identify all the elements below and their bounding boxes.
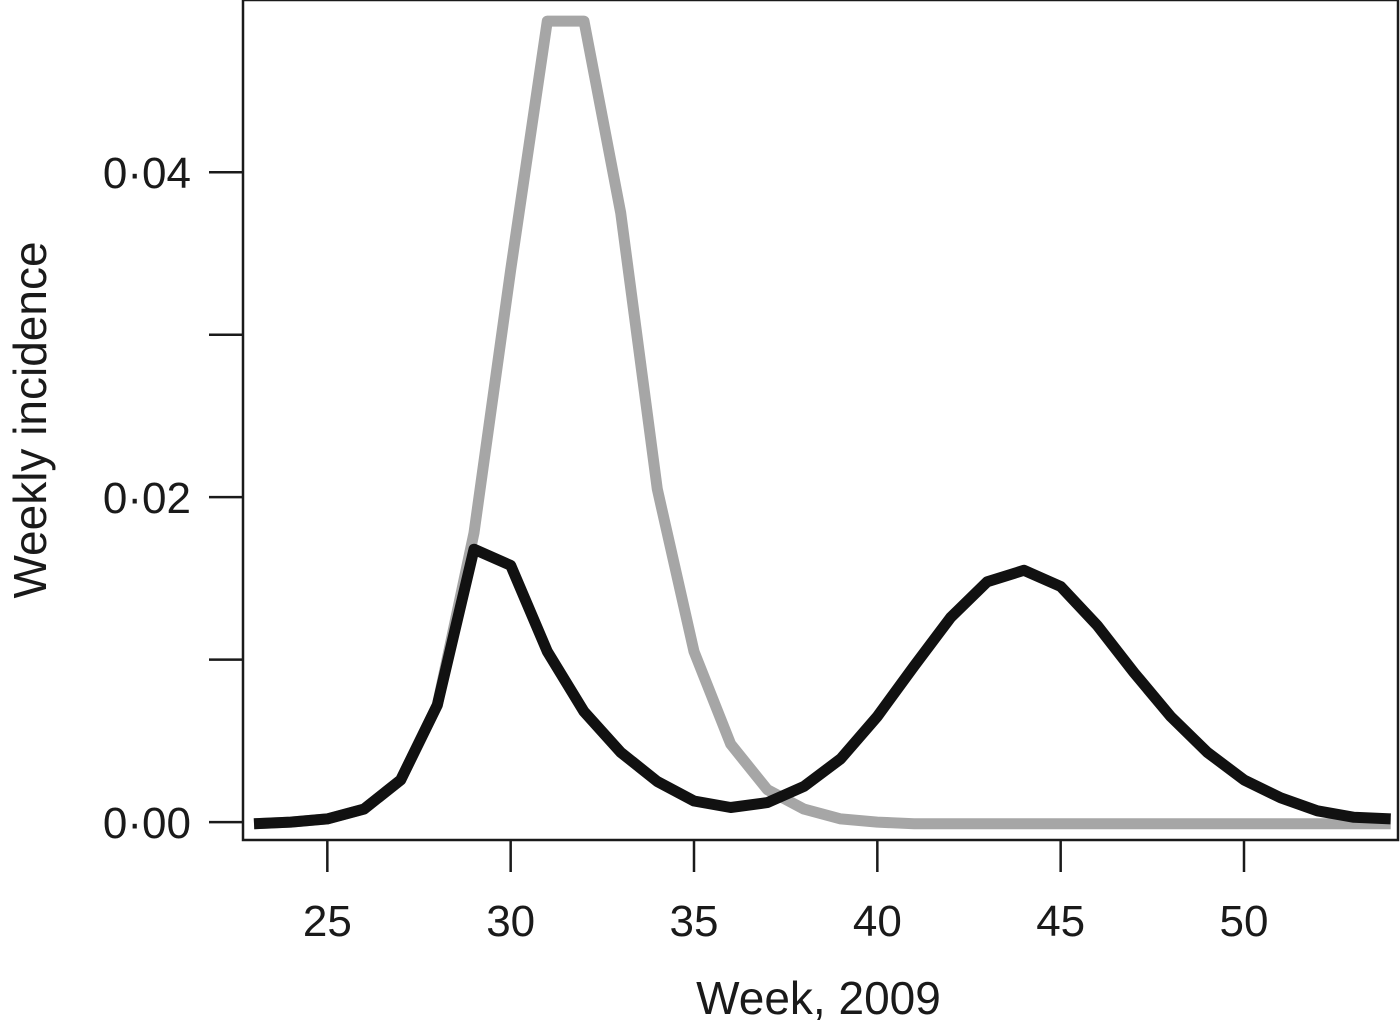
y-axis-label: Weekly incidence [4,241,56,598]
x-axis-label: Week, 2009 [696,972,941,1024]
series-line-2 [253,543,1391,830]
plot-frame [241,0,1400,842]
y-tick-label: 0·04 [103,149,191,198]
x-tick-label: 30 [486,897,535,946]
y-axis-ticks: 0·00 0·02 0·04 [103,149,243,848]
x-tick-label: 35 [670,897,719,946]
x-axis-ticks: 25 30 35 40 45 50 [303,840,1269,946]
y-tick-label: 0·02 [103,474,191,523]
x-tick-label: 25 [303,897,352,946]
series-line-1 [253,15,1391,830]
series-layer [253,15,1391,830]
x-tick-label: 40 [853,897,902,946]
x-tick-label: 45 [1036,897,1085,946]
x-tick-label: 50 [1220,897,1269,946]
y-tick-label: 0·00 [103,799,191,848]
